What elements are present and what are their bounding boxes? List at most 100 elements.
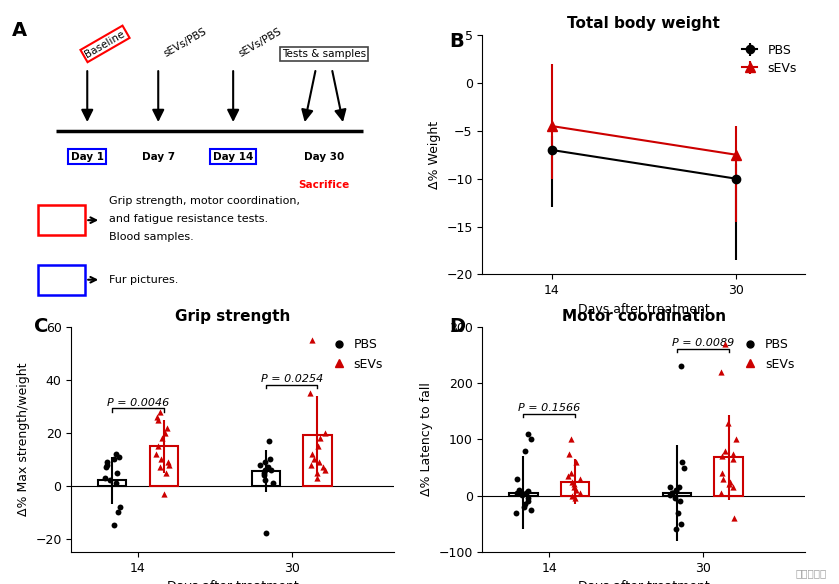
Point bbox=[318, 465, 331, 475]
Point bbox=[112, 507, 125, 517]
Text: Day 1: Day 1 bbox=[70, 152, 104, 162]
Point bbox=[511, 488, 524, 498]
Point bbox=[149, 449, 163, 458]
Point bbox=[670, 485, 683, 495]
Point bbox=[678, 463, 691, 472]
Point bbox=[153, 463, 166, 472]
Point bbox=[562, 449, 576, 458]
Point bbox=[716, 474, 729, 484]
Point bbox=[510, 474, 524, 484]
Point bbox=[570, 485, 583, 495]
Point bbox=[565, 468, 578, 478]
Point bbox=[159, 428, 172, 437]
Point bbox=[727, 454, 740, 464]
Point bbox=[673, 496, 686, 506]
Point bbox=[675, 457, 689, 467]
Point bbox=[675, 361, 688, 371]
Text: Fur pictures.: Fur pictures. bbox=[109, 274, 179, 285]
Point bbox=[313, 457, 326, 467]
Point bbox=[722, 418, 735, 427]
Point bbox=[258, 457, 271, 467]
Text: A: A bbox=[13, 20, 28, 40]
Point bbox=[311, 442, 325, 451]
Point bbox=[509, 508, 523, 517]
Point bbox=[259, 529, 273, 538]
Point bbox=[573, 474, 586, 484]
Text: P = 0.0254: P = 0.0254 bbox=[261, 374, 323, 384]
Point bbox=[258, 471, 271, 480]
Point bbox=[316, 463, 330, 472]
Point bbox=[669, 525, 682, 534]
Y-axis label: Δ% Latency to fall: Δ% Latency to fall bbox=[420, 383, 433, 496]
Point bbox=[258, 476, 272, 485]
Point bbox=[310, 468, 323, 477]
Point bbox=[665, 488, 679, 498]
FancyBboxPatch shape bbox=[38, 206, 86, 235]
Point bbox=[304, 388, 317, 398]
Point bbox=[519, 488, 532, 498]
Point bbox=[151, 415, 164, 425]
Point bbox=[104, 476, 117, 485]
Point bbox=[565, 491, 579, 500]
Point bbox=[664, 490, 677, 499]
Text: Blood samples.: Blood samples. bbox=[109, 231, 194, 242]
Bar bbox=[304, 436, 331, 486]
Point bbox=[727, 513, 741, 523]
Legend: PBS, sEVs: PBS, sEVs bbox=[740, 41, 800, 77]
Point bbox=[150, 412, 164, 422]
Point bbox=[565, 435, 578, 444]
Text: and fatigue resistance tests.: and fatigue resistance tests. bbox=[109, 214, 268, 224]
Point bbox=[109, 478, 122, 488]
Point bbox=[722, 480, 736, 489]
Text: Sacrifice: Sacrifice bbox=[298, 180, 350, 190]
Point bbox=[561, 471, 575, 481]
Point bbox=[151, 442, 164, 451]
Point bbox=[519, 446, 532, 456]
Text: sEVs/PBS: sEVs/PBS bbox=[162, 27, 209, 60]
Point bbox=[107, 454, 121, 464]
Point bbox=[515, 490, 529, 499]
Point bbox=[158, 489, 171, 498]
Point bbox=[163, 460, 176, 470]
Point bbox=[109, 449, 122, 458]
Point bbox=[99, 463, 112, 472]
Point bbox=[714, 488, 727, 498]
Text: sEVs/PBS: sEVs/PBS bbox=[237, 27, 284, 60]
Text: Day 14: Day 14 bbox=[213, 152, 253, 162]
X-axis label: Days after treatment: Days after treatment bbox=[578, 580, 710, 584]
Point bbox=[513, 485, 526, 495]
Point bbox=[729, 435, 743, 444]
Y-axis label: Δ% Weight: Δ% Weight bbox=[428, 121, 440, 189]
Legend: PBS, sEVs: PBS, sEVs bbox=[740, 333, 800, 376]
Text: B: B bbox=[449, 32, 464, 51]
Legend: PBS, sEVs: PBS, sEVs bbox=[329, 333, 388, 376]
Point bbox=[264, 465, 278, 475]
Point bbox=[98, 473, 112, 482]
Point bbox=[521, 429, 534, 439]
Point bbox=[524, 505, 537, 515]
Point bbox=[521, 486, 534, 496]
Point bbox=[313, 433, 326, 443]
Text: Grip strength, motor coordination,: Grip strength, motor coordination, bbox=[109, 196, 300, 206]
Point bbox=[573, 488, 586, 498]
Point bbox=[101, 460, 114, 470]
Point bbox=[253, 460, 267, 470]
Point bbox=[263, 436, 276, 446]
Bar bbox=[252, 471, 280, 486]
Point bbox=[671, 508, 685, 517]
Point bbox=[715, 468, 728, 478]
Text: 外泌体之家: 外泌体之家 bbox=[795, 568, 826, 578]
Bar bbox=[149, 446, 178, 486]
Point bbox=[669, 486, 682, 496]
Point bbox=[569, 494, 582, 503]
Text: P = 0.0089: P = 0.0089 bbox=[672, 339, 734, 349]
Point bbox=[101, 457, 114, 467]
Point bbox=[666, 488, 680, 498]
Text: Day 30: Day 30 bbox=[304, 152, 344, 162]
Point bbox=[112, 452, 126, 461]
Point bbox=[569, 457, 582, 467]
X-axis label: Days after treatment: Days after treatment bbox=[578, 303, 710, 316]
Point bbox=[160, 423, 174, 432]
Point bbox=[672, 482, 685, 492]
Point bbox=[522, 494, 535, 503]
